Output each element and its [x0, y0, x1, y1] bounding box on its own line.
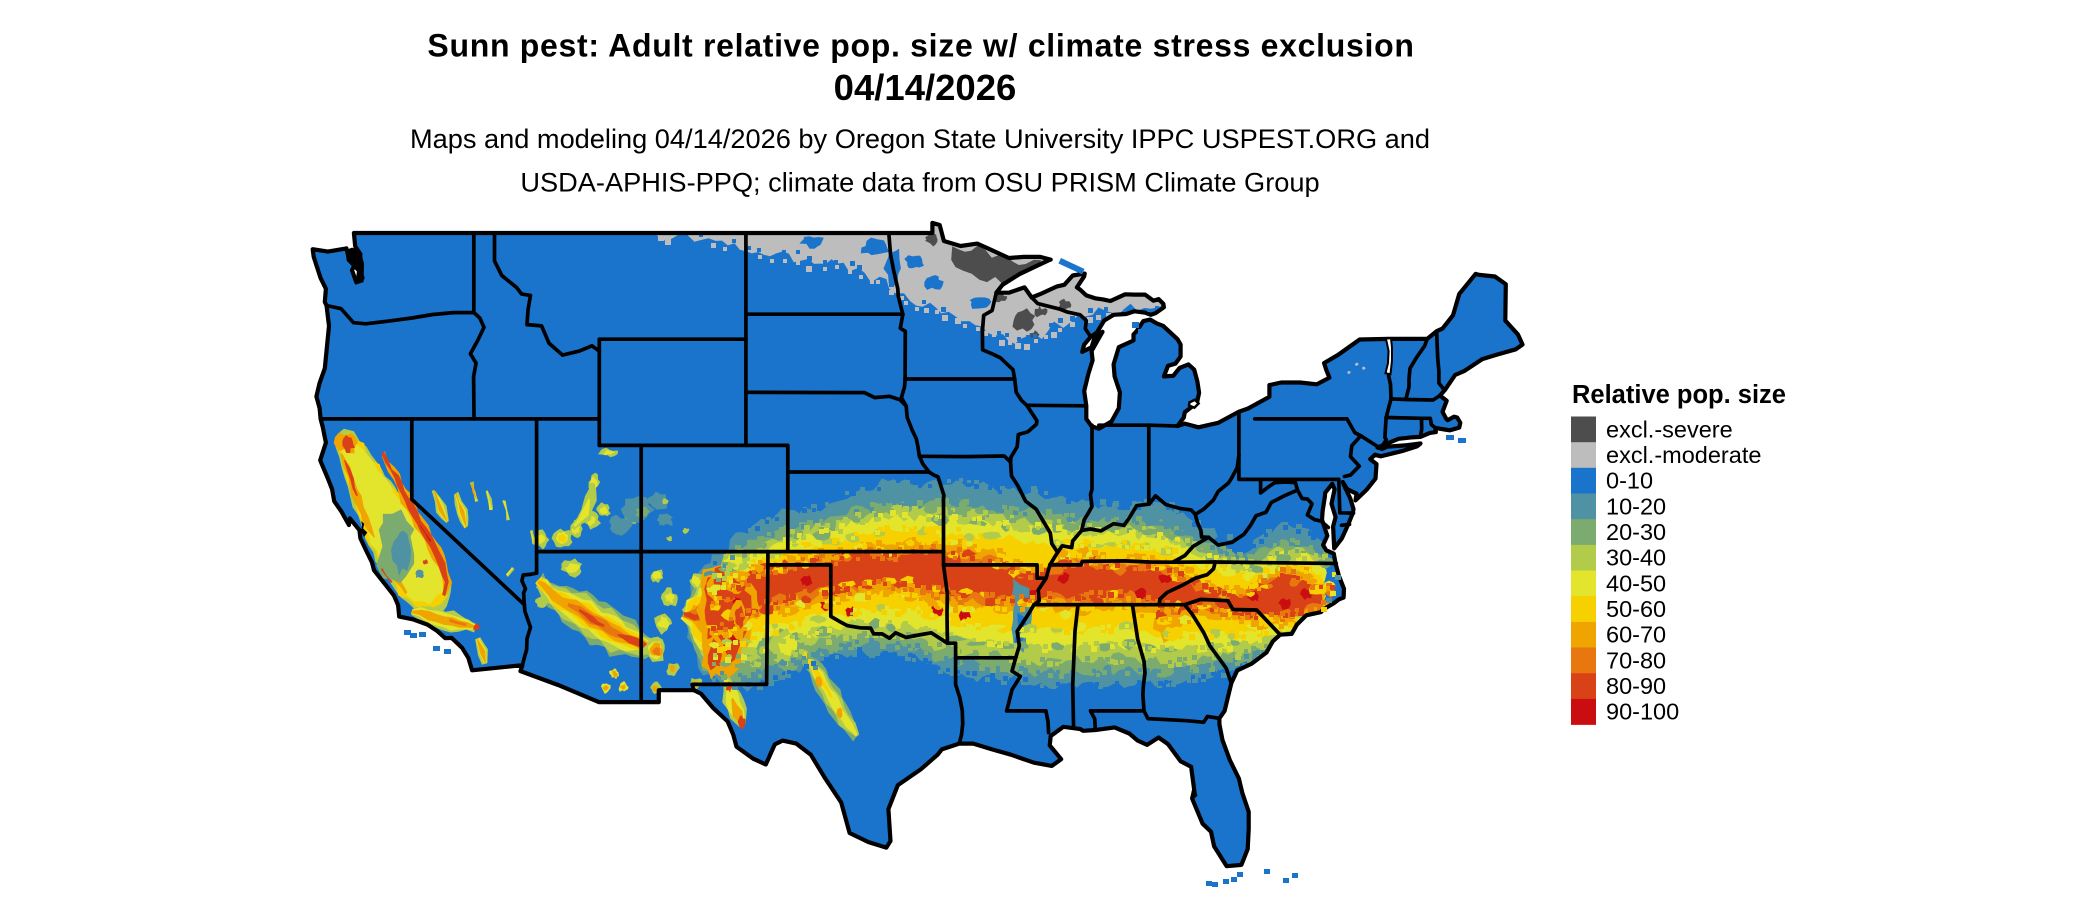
- svg-text:40-50: 40-50: [1606, 570, 1666, 596]
- svg-text:excl.-moderate: excl.-moderate: [1606, 442, 1761, 468]
- svg-text:90-100: 90-100: [1606, 699, 1679, 725]
- svg-text:70-80: 70-80: [1606, 647, 1666, 673]
- svg-text:20-30: 20-30: [1606, 519, 1666, 545]
- svg-text:30-40: 30-40: [1606, 545, 1666, 571]
- svg-text:excl.-severe: excl.-severe: [1606, 416, 1733, 442]
- svg-text:USDA-APHIS-PPQ; climate data f: USDA-APHIS-PPQ; climate data from OSU PR…: [520, 167, 1319, 198]
- svg-text:Relative pop. size: Relative pop. size: [1572, 381, 1786, 409]
- svg-text:0-10: 0-10: [1606, 468, 1653, 494]
- svg-text:Sunn pest: Adult relative pop.: Sunn pest: Adult relative pop. size w/ c…: [427, 28, 1414, 64]
- svg-text:60-70: 60-70: [1606, 622, 1666, 648]
- svg-text:10-20: 10-20: [1606, 493, 1666, 519]
- svg-text:80-90: 80-90: [1606, 673, 1666, 699]
- svg-text:50-60: 50-60: [1606, 596, 1666, 622]
- svg-text:04/14/2026: 04/14/2026: [834, 67, 1017, 108]
- svg-text:Maps and modeling 04/14/2026 b: Maps and modeling 04/14/2026 by Oregon S…: [410, 123, 1430, 154]
